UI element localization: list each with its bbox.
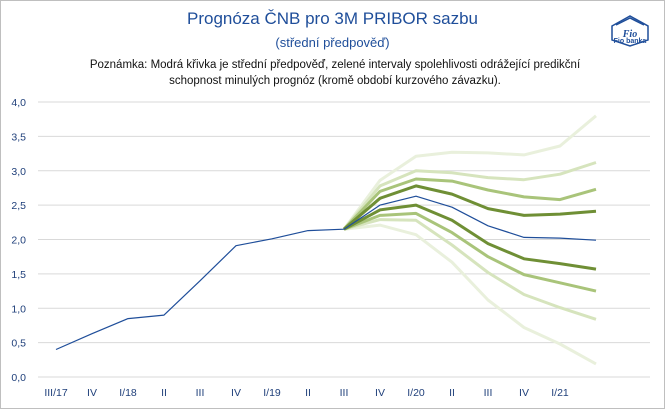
series-line-lower-99	[343, 223, 597, 366]
series-line-upper-95	[342, 161, 597, 231]
x-tick-label: II	[161, 387, 167, 399]
series-line-upper-90	[342, 177, 597, 231]
x-tick-label: IV	[231, 387, 241, 399]
x-tick-label: III/17	[44, 387, 68, 399]
x-axis-ticks: III/17 IV I/18 II III IV I/19 II III IV I/20 II III I…	[44, 387, 569, 399]
series-line-upper-70	[343, 184, 597, 231]
fio-logo: Fio	[611, 15, 649, 47]
x-tick-label: III	[484, 387, 493, 399]
chart-subtitle: (střední předpověď)	[275, 35, 390, 50]
series-lines	[55, 114, 597, 366]
x-tick-label: II	[305, 387, 311, 399]
y-axis-ticks: 0,0 0,5 1,0 1,5 2,0 2,5 3,0 3,5 4,0	[11, 97, 26, 384]
y-tick-label: 3,5	[11, 131, 26, 143]
series-line-lower-95	[343, 218, 597, 321]
x-tick-label: III	[196, 387, 205, 399]
gridlines	[38, 101, 650, 378]
y-tick-label: 1,0	[11, 303, 26, 315]
x-tick-label: III	[340, 387, 349, 399]
x-tick-label: IV	[87, 387, 97, 399]
y-tick-label: 3,0	[11, 166, 26, 178]
series-line-lower-90	[343, 211, 597, 293]
x-tick-label: I/19	[263, 387, 281, 399]
x-tick-label: I/18	[119, 387, 137, 399]
y-tick-label: 4,0	[11, 97, 26, 109]
y-tick-label: 1,5	[11, 269, 26, 281]
series-line-central	[55, 195, 597, 351]
y-tick-label: 0,5	[11, 338, 26, 350]
x-tick-label: I/21	[551, 387, 569, 399]
x-tick-label: I/20	[407, 387, 425, 399]
y-tick-label: 2,0	[11, 235, 26, 247]
note-line-1: Poznámka: Modrá křivka je střední předpo…	[89, 59, 581, 71]
chart-title: Prognóza ČNB pro 3M PRIBOR sazbu	[186, 9, 478, 28]
chart-note: Poznámka: Modrá křivka je střední předpo…	[55, 57, 615, 89]
x-tick-label: IV	[375, 387, 385, 399]
x-tick-label: IV	[519, 387, 529, 399]
x-tick-label: II	[449, 387, 455, 399]
logo-text: Fio banka	[613, 38, 647, 45]
y-tick-label: 0,0	[11, 372, 26, 384]
y-tick-label: 2,5	[11, 200, 26, 212]
series-line-lower-70	[343, 203, 597, 271]
note-line-2: schopnost minulých prognóz (kromě období…	[169, 75, 501, 87]
series-line-upper-99	[342, 114, 597, 231]
logo-mark: Fio	[622, 29, 637, 40]
